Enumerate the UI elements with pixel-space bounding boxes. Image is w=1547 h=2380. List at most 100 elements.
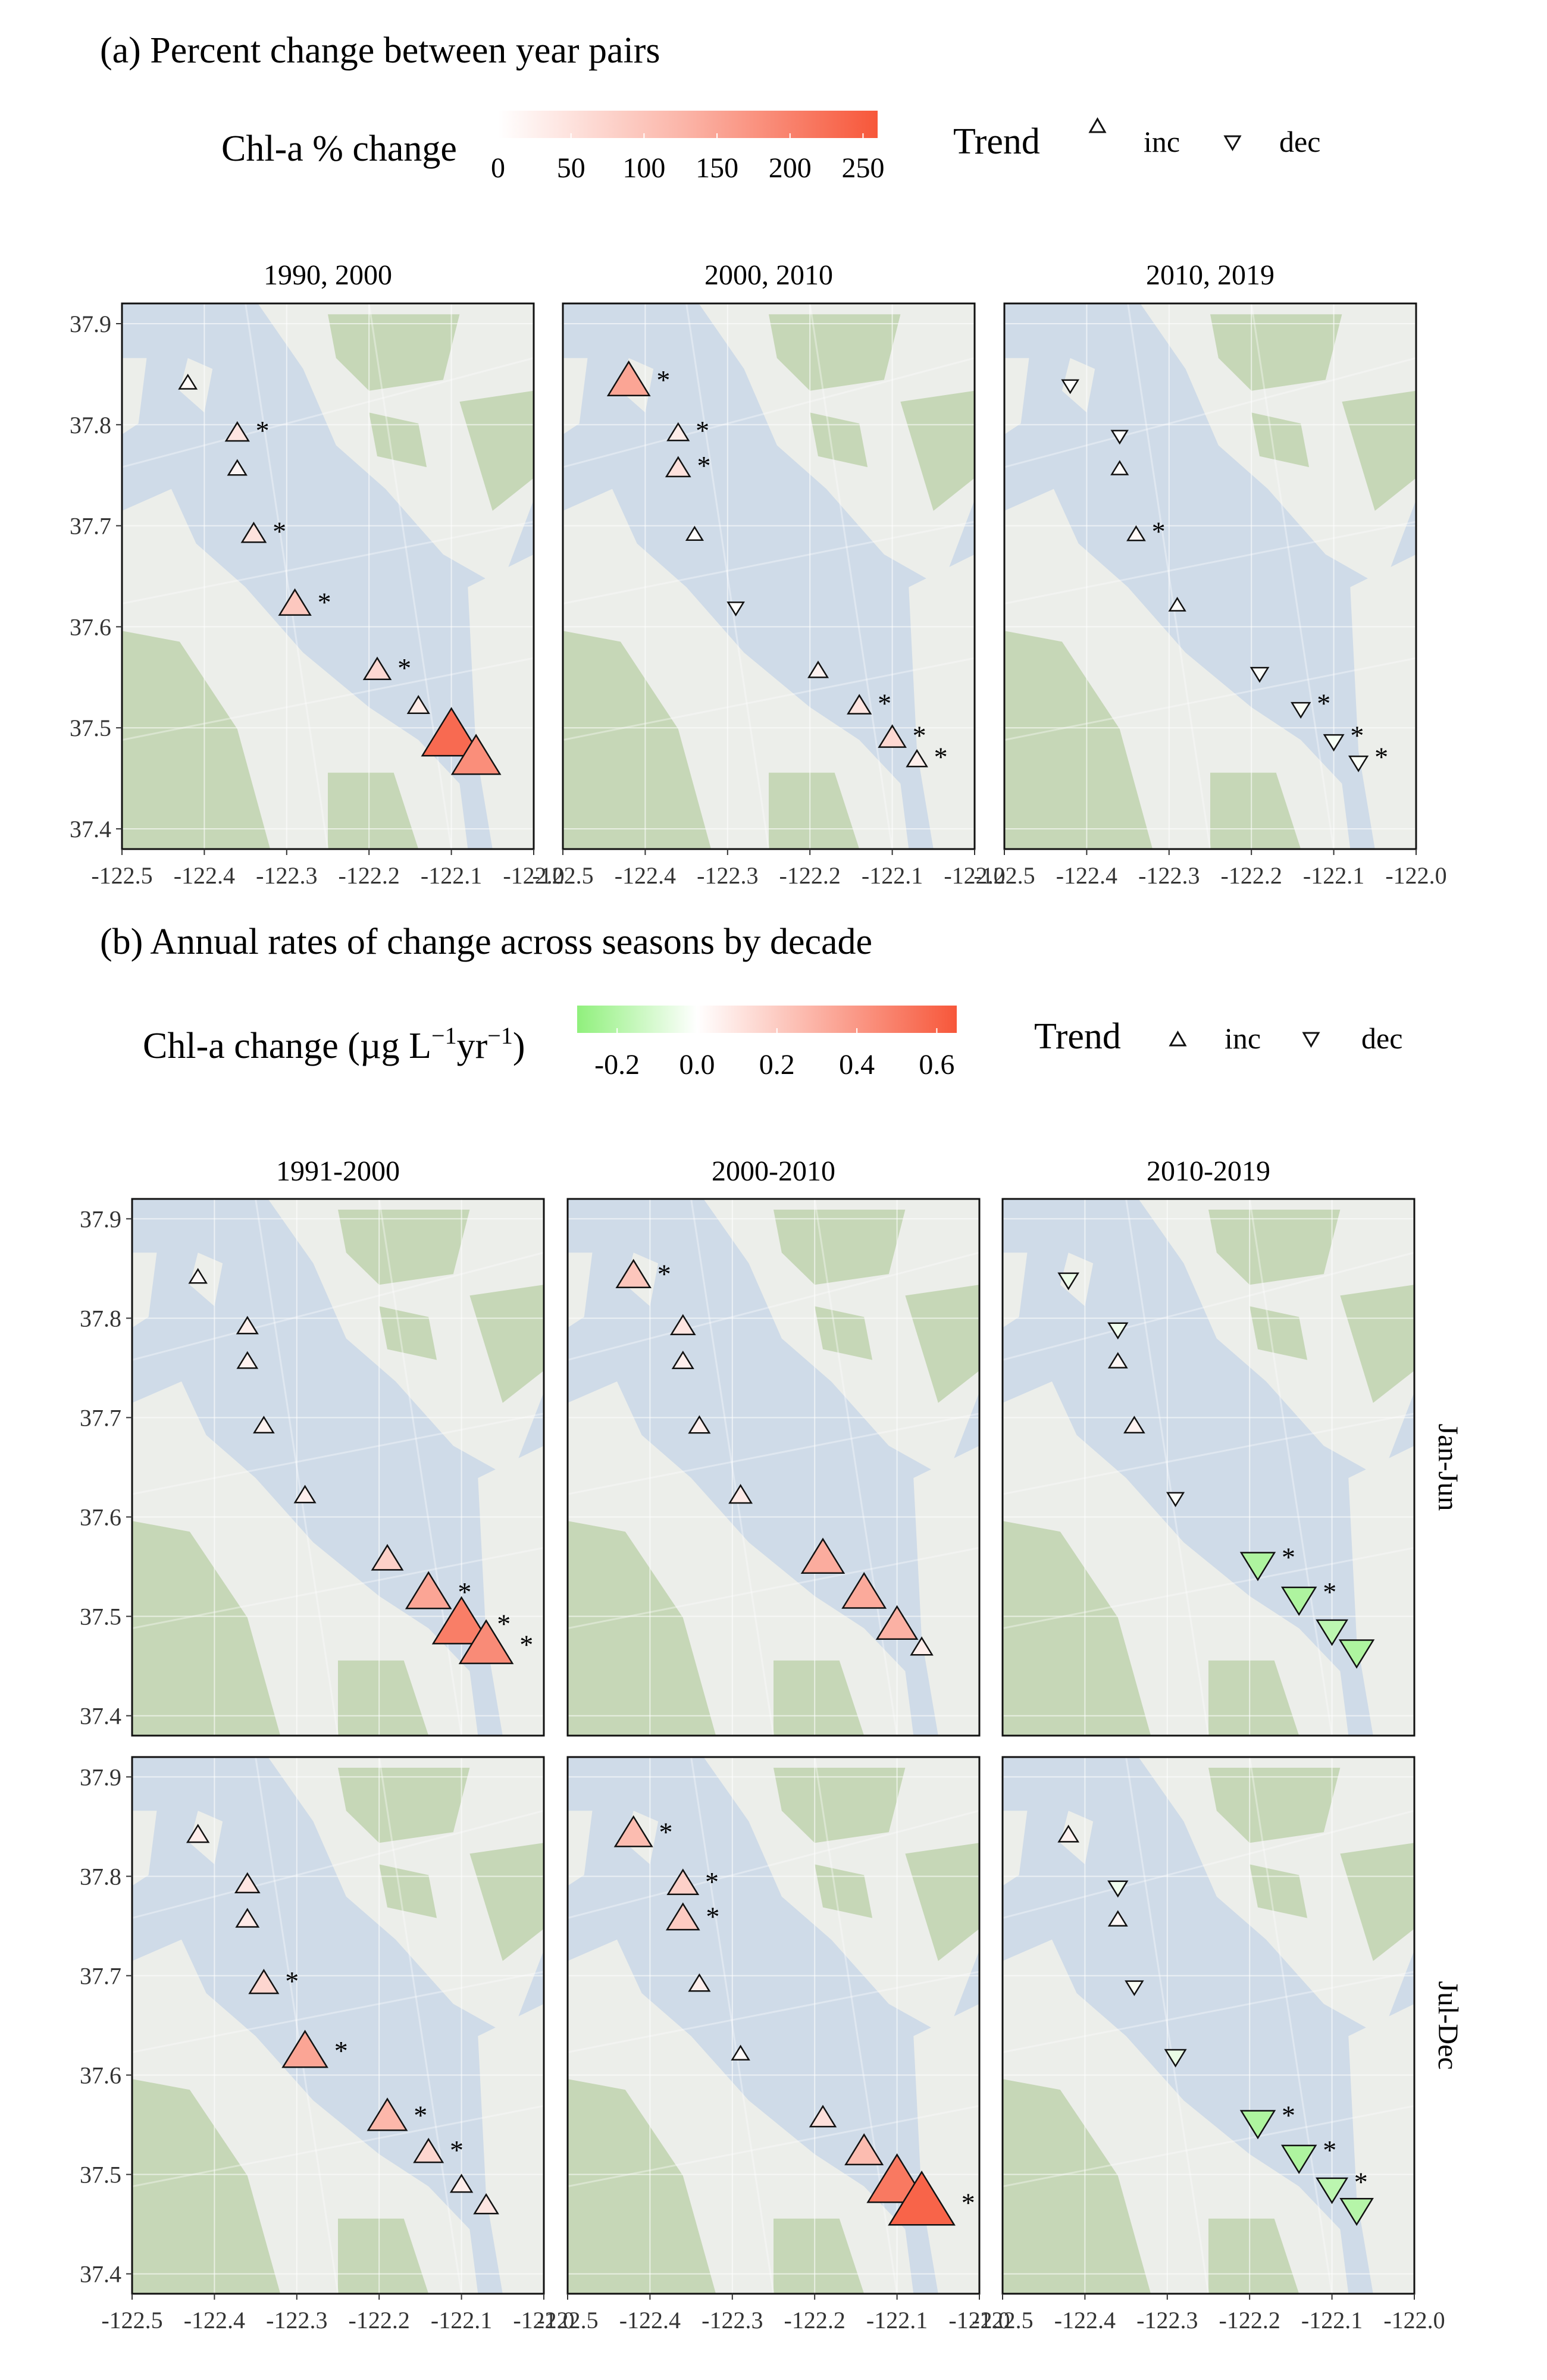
colorbar-tick-label: 200 xyxy=(769,152,812,184)
panel-a-map: 2010, 2019 * * * * -122.5 -122.4 -122.3 -122.2 -1… xyxy=(973,259,1446,889)
panel-b-map: * * * -122.5 -122.4 -122.3 -122.2 -122.1 -122.0 xyxy=(972,1756,1445,2334)
significance-marker: * xyxy=(256,415,270,446)
station-marker xyxy=(413,2137,444,2163)
x-tick-label: -122.5 xyxy=(537,2307,598,2334)
station-marker xyxy=(236,1316,259,1335)
x-tick-label: -122.0 xyxy=(1383,2307,1445,2334)
y-tick-label: 37.4 xyxy=(80,2261,121,2288)
station-marker xyxy=(1125,1980,1144,1996)
basemap xyxy=(568,1199,979,1736)
station-marker xyxy=(1164,2049,1187,2068)
panel-b-colorbar-ticks: -0.2 0.0 0.2 0.4 0.6 xyxy=(594,1028,954,1081)
x-tick-label: -122.3 xyxy=(256,862,317,889)
station-marker xyxy=(606,360,651,396)
station-marker xyxy=(236,1351,259,1369)
y-tick-label: 37.8 xyxy=(80,1305,121,1332)
panel-a-legend-title: Chl-a % change xyxy=(221,129,457,169)
x-tick-label: -122.0 xyxy=(944,862,1005,889)
x-tick-label: -122.3 xyxy=(702,2307,763,2334)
station-marker xyxy=(1107,1910,1128,1927)
station-marker xyxy=(421,707,482,757)
station-marker xyxy=(1338,1639,1375,1669)
station-marker xyxy=(362,656,392,681)
station-marker xyxy=(1250,666,1270,683)
facet-label: 2000-2010 xyxy=(712,1155,835,1187)
panel-b-trend-dec-label: dec xyxy=(1361,1022,1402,1055)
station-marker xyxy=(1110,460,1129,475)
x-tick-label: -122.2 xyxy=(339,862,400,889)
station-marker xyxy=(188,1268,208,1284)
x-tick-label: -122.2 xyxy=(349,2307,410,2334)
y-tick-label: 37.7 xyxy=(80,1404,121,1431)
station-marker xyxy=(665,456,691,478)
station-marker xyxy=(1239,2110,1276,2140)
significance-marker: * xyxy=(697,450,710,481)
x-tick-label: -122.1 xyxy=(1301,2307,1363,2334)
panel-b-map: * xyxy=(566,1198,981,1737)
station-marker xyxy=(1057,1824,1080,1843)
significance-marker: * xyxy=(656,365,670,395)
station-marker xyxy=(1126,525,1146,541)
station-marker xyxy=(371,1543,404,1571)
station-marker xyxy=(878,724,907,748)
colorbar-tick-label: 250 xyxy=(841,152,884,184)
significance-marker: * xyxy=(934,741,948,772)
significance-marker: * xyxy=(273,516,286,547)
station-marker xyxy=(841,1572,887,1609)
y-tick-label: 37.6 xyxy=(80,2062,121,2089)
station-marker xyxy=(613,1815,653,1847)
significance-marker: * xyxy=(657,1259,671,1289)
station-marker xyxy=(1057,1272,1080,1291)
x-tick-label: -122.4 xyxy=(1054,2307,1116,2334)
panel-b-legend-title: Chl-a change (µg L−1yr−1) xyxy=(143,1022,525,1066)
y-tick-label: 37.5 xyxy=(80,2162,121,2188)
x-tick-label: -122.1 xyxy=(862,862,923,889)
x-tick-label: -122.0 xyxy=(503,862,564,889)
x-tick-label: -122.3 xyxy=(1136,2307,1198,2334)
station-marker xyxy=(1107,1880,1129,1898)
y-tick-label: 37.4 xyxy=(70,816,111,843)
panel-border xyxy=(131,1756,545,2295)
y-tick-label: 37.9 xyxy=(70,311,111,337)
y-tick-label: 37.8 xyxy=(70,412,111,439)
panel-a-trend-title: Trend xyxy=(953,121,1040,162)
station-marker xyxy=(688,1973,711,1992)
station-marker xyxy=(1339,2197,1374,2226)
station-marker xyxy=(473,2193,499,2215)
panel-a-colorbar xyxy=(498,111,878,138)
panel-a-trend-inc-label: inc xyxy=(1144,125,1180,158)
significance-marker: * xyxy=(1323,2135,1336,2165)
y-tick-label: 37.9 xyxy=(80,1764,121,1790)
station-marker xyxy=(731,2044,750,2060)
y-tick-label: 37.7 xyxy=(80,1962,121,1989)
station-marker xyxy=(615,1258,652,1289)
significance-marker: * xyxy=(1350,721,1364,751)
x-tick-label: -122.2 xyxy=(779,862,841,889)
x-tick-label: -122.5 xyxy=(91,862,152,889)
significance-marker: * xyxy=(1152,516,1166,547)
map-panels: 1990, 2000****-122.5 -122.4 -122.3 -122.2 -1… xyxy=(70,259,1464,2334)
station-marker xyxy=(847,694,872,715)
station-marker xyxy=(807,660,829,678)
significance-marker: * xyxy=(285,1966,299,1996)
x-tick-label: -122.4 xyxy=(184,2307,245,2334)
y-tick-label: 37.5 xyxy=(80,1604,121,1630)
significance-marker: * xyxy=(414,2100,427,2131)
station-marker xyxy=(671,1351,694,1369)
station-marker xyxy=(186,1824,210,1843)
station-marker xyxy=(906,749,928,768)
x-tick-label: -122.1 xyxy=(421,862,482,889)
panel-b-map: * * * * -122.5 -122.4 -122.3 -122.2 -122.1 -122.0 xyxy=(537,1756,1010,2334)
panel-a-trend-inc-icon xyxy=(1088,117,1107,133)
panel-a-map: 1990, 2000 * * * * -122.5 -122.4 -122.3 -122.2 -1… xyxy=(70,259,565,889)
x-tick-label: -122.2 xyxy=(1219,2307,1280,2334)
significance-marker: * xyxy=(913,721,926,751)
station-marker xyxy=(809,2105,837,2128)
significance-marker: * xyxy=(397,653,411,683)
panel-b-map: * * * * 37.9 37.8 37.7 37.6 37.5 37.4 -122.5 -122.4… xyxy=(80,1756,575,2334)
colorbar-tick-label: 0 xyxy=(491,152,505,184)
panel-border xyxy=(121,302,535,850)
facet-label: 2010, 2019 xyxy=(1146,259,1274,291)
panel-b-trend-dec-icon xyxy=(1302,1032,1320,1048)
station-marker xyxy=(666,422,690,441)
